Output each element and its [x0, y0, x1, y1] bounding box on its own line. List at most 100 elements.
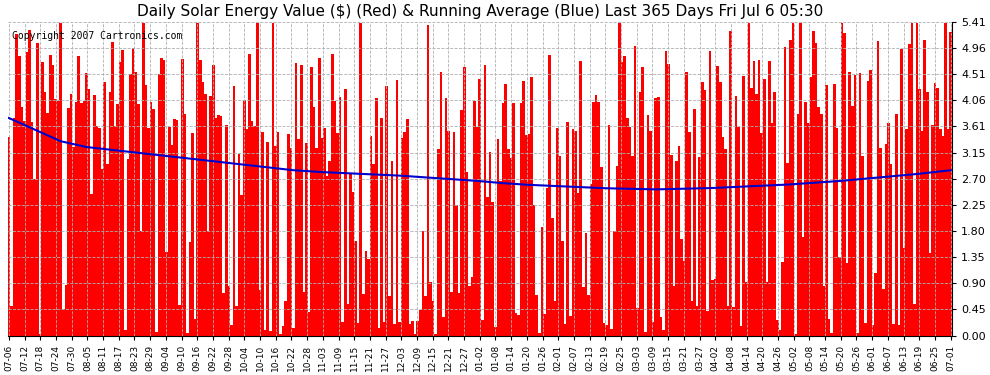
Bar — [577, 194, 579, 336]
Bar — [88, 89, 90, 336]
Bar — [432, 301, 435, 336]
Bar — [223, 293, 225, 336]
Bar — [861, 156, 864, 336]
Bar — [276, 132, 279, 336]
Bar — [564, 324, 566, 336]
Bar — [639, 92, 642, 336]
Bar — [77, 57, 80, 336]
Bar — [561, 241, 564, 336]
Bar — [913, 304, 916, 336]
Bar — [536, 295, 538, 336]
Bar — [101, 168, 103, 336]
Bar — [820, 114, 823, 336]
Bar — [424, 296, 427, 336]
Bar — [574, 130, 577, 336]
Bar — [634, 45, 637, 336]
Bar — [584, 232, 587, 336]
Bar — [550, 219, 553, 336]
Bar — [284, 302, 287, 336]
Bar — [672, 286, 675, 336]
Bar — [56, 102, 59, 336]
Bar — [667, 64, 670, 336]
Bar — [111, 42, 114, 336]
Bar — [246, 129, 248, 336]
Bar — [579, 61, 582, 336]
Bar — [657, 97, 659, 336]
Bar — [26, 52, 29, 336]
Bar — [356, 323, 359, 336]
Bar — [217, 115, 220, 336]
Bar — [16, 34, 18, 336]
Bar — [556, 128, 558, 336]
Bar — [468, 286, 470, 336]
Bar — [512, 103, 515, 336]
Bar — [717, 66, 719, 336]
Bar — [688, 132, 691, 336]
Bar — [250, 121, 253, 336]
Bar — [258, 290, 261, 336]
Bar — [929, 253, 932, 336]
Bar — [911, 24, 913, 336]
Bar — [872, 325, 874, 336]
Bar — [727, 306, 730, 336]
Bar — [533, 205, 536, 336]
Bar — [608, 125, 611, 336]
Bar — [181, 59, 183, 336]
Bar — [162, 60, 165, 336]
Bar — [890, 164, 892, 336]
Bar — [654, 98, 657, 336]
Bar — [140, 231, 143, 336]
Bar — [841, 24, 843, 336]
Bar — [148, 129, 149, 336]
Bar — [39, 334, 42, 336]
Bar — [93, 95, 96, 336]
Bar — [725, 149, 727, 336]
Bar — [69, 93, 72, 336]
Bar — [934, 83, 937, 336]
Bar — [510, 158, 512, 336]
Bar — [569, 316, 571, 336]
Bar — [843, 33, 845, 336]
Bar — [215, 118, 217, 336]
Bar — [845, 263, 848, 336]
Bar — [8, 137, 10, 336]
Bar — [321, 138, 324, 336]
Bar — [390, 161, 393, 336]
Bar — [31, 122, 34, 336]
Bar — [502, 103, 504, 336]
Bar — [776, 320, 778, 336]
Bar — [678, 146, 680, 336]
Bar — [659, 317, 662, 336]
Bar — [313, 107, 316, 336]
Bar — [823, 286, 825, 336]
Bar — [587, 296, 590, 336]
Title: Daily Solar Energy Value ($) (Red) & Running Average (Blue) Last 365 Days Fri Ju: Daily Solar Energy Value ($) (Red) & Run… — [137, 4, 823, 19]
Bar — [372, 164, 375, 336]
Bar — [310, 67, 313, 336]
Bar — [752, 61, 755, 336]
Bar — [72, 147, 75, 336]
Bar — [266, 142, 269, 336]
Bar — [892, 324, 895, 336]
Bar — [768, 61, 771, 336]
Bar — [590, 184, 592, 336]
Bar — [460, 110, 463, 336]
Bar — [334, 101, 337, 336]
Bar — [898, 326, 900, 336]
Bar — [435, 334, 437, 336]
Bar — [595, 94, 598, 336]
Bar — [738, 127, 740, 336]
Bar — [173, 119, 176, 336]
Bar — [571, 129, 574, 336]
Bar — [119, 62, 122, 336]
Bar — [204, 94, 207, 336]
Bar — [241, 195, 244, 336]
Bar — [452, 132, 455, 336]
Bar — [670, 155, 672, 336]
Bar — [825, 85, 828, 336]
Bar — [344, 89, 346, 336]
Bar — [362, 294, 364, 336]
Bar — [157, 74, 160, 336]
Bar — [613, 231, 616, 336]
Bar — [308, 312, 310, 336]
